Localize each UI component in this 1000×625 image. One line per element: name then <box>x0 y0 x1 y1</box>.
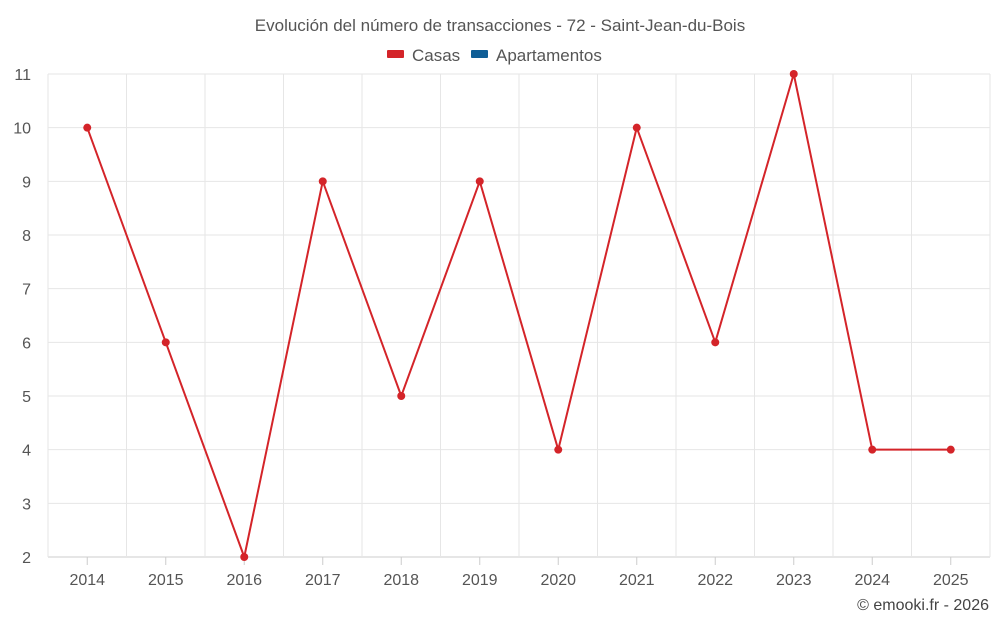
x-tick-label: 2020 <box>540 572 576 589</box>
data-point-casas-2020[interactable] <box>554 445 563 454</box>
data-point-casas-2017[interactable] <box>318 177 327 186</box>
y-tick-label: 5 <box>22 389 31 406</box>
series-casas <box>83 70 955 561</box>
y-tick-label: 6 <box>22 335 31 352</box>
y-tick-label: 2 <box>22 550 31 567</box>
x-tick-label: 2017 <box>305 572 341 589</box>
legend-label-apartamentos[interactable]: Apartamentos <box>496 46 602 65</box>
y-tick-label: 4 <box>22 443 31 460</box>
data-point-casas-2015[interactable] <box>161 338 170 347</box>
y-tick-label: 11 <box>14 67 31 84</box>
data-point-casas-2022[interactable] <box>711 338 720 347</box>
x-tick-label: 2014 <box>69 572 105 589</box>
y-tick-label: 10 <box>13 121 31 138</box>
x-tick-label: 2022 <box>697 572 733 589</box>
data-point-casas-2021[interactable] <box>632 123 641 132</box>
y-tick-label: 3 <box>22 496 31 513</box>
data-point-casas-2019[interactable] <box>475 177 484 186</box>
x-tick-label: 2023 <box>776 572 812 589</box>
x-tick-label: 2025 <box>933 572 969 589</box>
data-point-casas-2018[interactable] <box>397 392 406 400</box>
x-tick-label: 2016 <box>226 572 262 589</box>
chart-title: Evolución del número de transacciones - … <box>255 16 745 35</box>
x-tick-label: 2019 <box>462 572 498 589</box>
data-point-casas-2016[interactable] <box>240 553 249 561</box>
y-tick-label: 8 <box>22 228 31 245</box>
series-line-casas <box>86 73 951 558</box>
x-tick-label: 2015 <box>148 572 184 589</box>
x-tick-label: 2021 <box>619 572 655 589</box>
legend-swatch-apartamentos[interactable] <box>471 50 488 58</box>
gridlines <box>47 73 991 558</box>
legend-swatch-casas[interactable] <box>387 50 404 58</box>
y-tick-label: 7 <box>22 282 31 299</box>
credit-text: © emooki.fr - 2026 <box>857 597 989 614</box>
data-point-casas-2024[interactable] <box>868 445 877 454</box>
y-axis: 2 3 4 5 6 7 8 9 10 11 <box>13 67 31 567</box>
legend: Casas Apartamentos <box>387 46 602 65</box>
y-tick-label: 9 <box>22 174 31 191</box>
legend-label-casas[interactable]: Casas <box>412 46 460 65</box>
data-point-casas-2014[interactable] <box>83 123 92 132</box>
data-point-casas-2025[interactable] <box>946 445 955 454</box>
x-axis: 2014 2015 2016 2017 2018 2019 2020 2021 2022 2023… <box>69 557 969 589</box>
x-tick-label: 2024 <box>854 572 890 589</box>
x-tick-label: 2018 <box>383 572 419 589</box>
data-point-casas-2023[interactable] <box>789 70 798 78</box>
